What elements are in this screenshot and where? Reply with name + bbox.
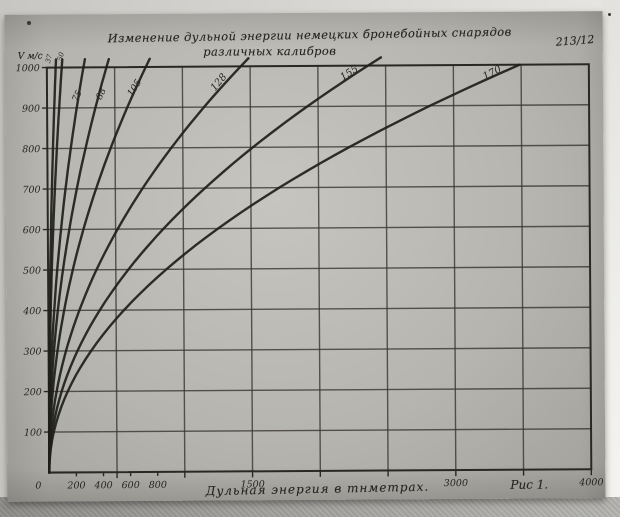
y-tick-label: 600	[23, 225, 41, 236]
y-tick-label: 200	[23, 387, 42, 398]
grid-line-horizontal	[49, 428, 592, 433]
curve-label-88mm: 88	[95, 87, 109, 102]
curve-label-50mm: 50	[56, 51, 66, 62]
grid-line-horizontal	[47, 225, 590, 231]
y-tick-label: 500	[23, 266, 41, 277]
y-tick-label: 800	[22, 144, 40, 155]
chart-paper: Изменение дульной энергии немецких броне…	[4, 11, 606, 502]
grid-line-horizontal	[48, 306, 591, 312]
curve-170mm	[48, 63, 521, 474]
grid-line-horizontal	[48, 266, 591, 271]
x-tick-label: 0	[35, 481, 41, 492]
curve-label-105mm: 105	[125, 77, 144, 98]
x-tick-label: 3000	[444, 478, 468, 489]
grid-line-horizontal	[47, 104, 590, 109]
y-tick-label: 400	[22, 306, 41, 317]
photo-backdrop-right	[602, 0, 620, 517]
x-tick-label: 200	[66, 480, 85, 491]
y-tick-label: 300	[23, 347, 41, 358]
curve-label-75mm: 75	[71, 89, 85, 104]
photo-speck	[608, 13, 611, 16]
x-tick-label: 600	[122, 480, 140, 491]
x-tick-label: 1500	[241, 479, 265, 490]
y-tick-label: 900	[22, 104, 40, 115]
grid-line-horizontal	[48, 347, 591, 352]
curve-label-170mm: 170	[481, 64, 504, 83]
y-tick-label: 100	[24, 428, 42, 439]
x-tick-label: 800	[149, 480, 167, 491]
curve-label-37mm: 37	[44, 53, 54, 64]
grid-line-horizontal	[48, 387, 591, 393]
grid-line-horizontal	[47, 185, 590, 190]
grid-line-horizontal	[47, 144, 590, 150]
photo-speck	[27, 21, 31, 25]
x-tick-label: 4000	[578, 477, 603, 488]
photo-backdrop-bottom	[0, 497, 620, 517]
y-tick-label: 1000	[16, 63, 40, 74]
x-tick-label: 400	[93, 480, 112, 491]
figure-label: Рис 1.	[510, 477, 549, 492]
curve-128mm	[48, 57, 250, 474]
curve-105mm	[48, 57, 151, 474]
chart-plot: 100 200 300 400 500 600 700 800 900 1000 0 200 400 60…	[16, 51, 604, 492]
y-tick-label: 700	[22, 185, 40, 196]
curve-155mm	[48, 56, 383, 474]
